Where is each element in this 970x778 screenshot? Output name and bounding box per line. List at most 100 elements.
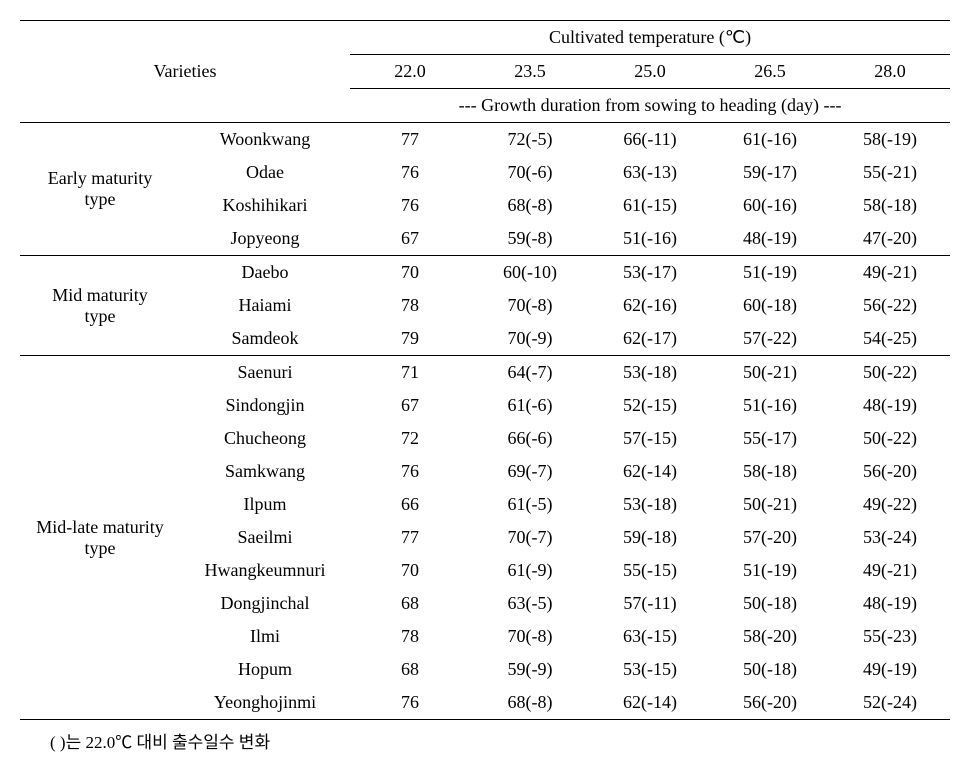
value-cell: 62(-14) [590,455,710,488]
variety-name: Saeilmi [180,521,350,554]
variety-name: Hwangkeumnuri [180,554,350,587]
value-cell: 50(-22) [830,422,950,455]
value-cell: 70(-6) [470,156,590,189]
value-cell: 62(-14) [590,686,710,720]
value-cell: 56(-20) [710,686,830,720]
value-cell: 53(-18) [590,356,710,390]
variety-name: Haiami [180,289,350,322]
value-cell: 60(-10) [470,256,590,290]
value-cell: 64(-7) [470,356,590,390]
group-label: Early maturitytype [20,123,180,256]
value-cell: 61(-16) [710,123,830,157]
value-cell: 51(-19) [710,554,830,587]
value-cell: 78 [350,620,470,653]
value-cell: 48(-19) [830,389,950,422]
value-cell: 61(-6) [470,389,590,422]
variety-name: Woonkwang [180,123,350,157]
value-cell: 77 [350,123,470,157]
value-cell: 68(-8) [470,189,590,222]
value-cell: 68 [350,653,470,686]
value-cell: 62(-17) [590,322,710,356]
value-cell: 76 [350,189,470,222]
value-cell: 76 [350,686,470,720]
value-cell: 62(-16) [590,289,710,322]
value-cell: 59(-17) [710,156,830,189]
variety-name: Hopum [180,653,350,686]
table-row: Mid maturitytypeDaebo7060(-10)53(-17)51(… [20,256,950,290]
value-cell: 57(-20) [710,521,830,554]
value-cell: 67 [350,389,470,422]
value-cell: 55(-15) [590,554,710,587]
variety-name: Saenuri [180,356,350,390]
value-cell: 49(-19) [830,653,950,686]
value-cell: 58(-19) [830,123,950,157]
header-temp-0: 22.0 [350,55,470,89]
value-cell: 70(-7) [470,521,590,554]
value-cell: 72 [350,422,470,455]
value-cell: 57(-15) [590,422,710,455]
value-cell: 70(-8) [470,620,590,653]
table-row: Early maturitytypeWoonkwang7772(-5)66(-1… [20,123,950,157]
value-cell: 68 [350,587,470,620]
value-cell: 59(-18) [590,521,710,554]
value-cell: 60(-16) [710,189,830,222]
value-cell: 55(-23) [830,620,950,653]
value-cell: 55(-17) [710,422,830,455]
value-cell: 76 [350,156,470,189]
value-cell: 59(-9) [470,653,590,686]
value-cell: 50(-18) [710,653,830,686]
value-cell: 69(-7) [470,455,590,488]
value-cell: 54(-25) [830,322,950,356]
value-cell: 49(-21) [830,554,950,587]
variety-name: Daebo [180,256,350,290]
variety-name: Ilmi [180,620,350,653]
group-label: Mid-late maturitytype [20,356,180,720]
value-cell: 52(-24) [830,686,950,720]
value-cell: 58(-18) [710,455,830,488]
value-cell: 53(-15) [590,653,710,686]
value-cell: 53(-18) [590,488,710,521]
value-cell: 51(-16) [710,389,830,422]
value-cell: 59(-8) [470,222,590,256]
value-cell: 58(-20) [710,620,830,653]
value-cell: 50(-18) [710,587,830,620]
value-cell: 70 [350,554,470,587]
value-cell: 63(-15) [590,620,710,653]
data-table: Varieties Cultivated temperature (℃) 22.… [20,20,950,720]
header-temperature: Cultivated temperature (℃) [350,21,950,55]
value-cell: 57(-11) [590,587,710,620]
group-label: Mid maturitytype [20,256,180,356]
header-varieties: Varieties [20,21,350,123]
value-cell: 56(-20) [830,455,950,488]
value-cell: 53(-24) [830,521,950,554]
value-cell: 49(-22) [830,488,950,521]
value-cell: 78 [350,289,470,322]
value-cell: 49(-21) [830,256,950,290]
variety-name: Sindongjin [180,389,350,422]
variety-name: Samkwang [180,455,350,488]
value-cell: 53(-17) [590,256,710,290]
value-cell: 47(-20) [830,222,950,256]
value-cell: 60(-18) [710,289,830,322]
variety-name: Samdeok [180,322,350,356]
value-cell: 50(-21) [710,488,830,521]
table-header: Varieties Cultivated temperature (℃) 22.… [20,21,950,123]
value-cell: 63(-5) [470,587,590,620]
variety-name: Koshihikari [180,189,350,222]
table-row: Mid-late maturitytypeSaenuri7164(-7)53(-… [20,356,950,390]
value-cell: 56(-22) [830,289,950,322]
value-cell: 66(-11) [590,123,710,157]
value-cell: 68(-8) [470,686,590,720]
value-cell: 57(-22) [710,322,830,356]
header-temp-4: 28.0 [830,55,950,89]
table-body: Early maturitytypeWoonkwang7772(-5)66(-1… [20,123,950,720]
value-cell: 71 [350,356,470,390]
variety-name: Dongjinchal [180,587,350,620]
value-cell: 61(-15) [590,189,710,222]
value-cell: 61(-5) [470,488,590,521]
value-cell: 70(-8) [470,289,590,322]
value-cell: 72(-5) [470,123,590,157]
variety-name: Odae [180,156,350,189]
value-cell: 50(-22) [830,356,950,390]
value-cell: 79 [350,322,470,356]
